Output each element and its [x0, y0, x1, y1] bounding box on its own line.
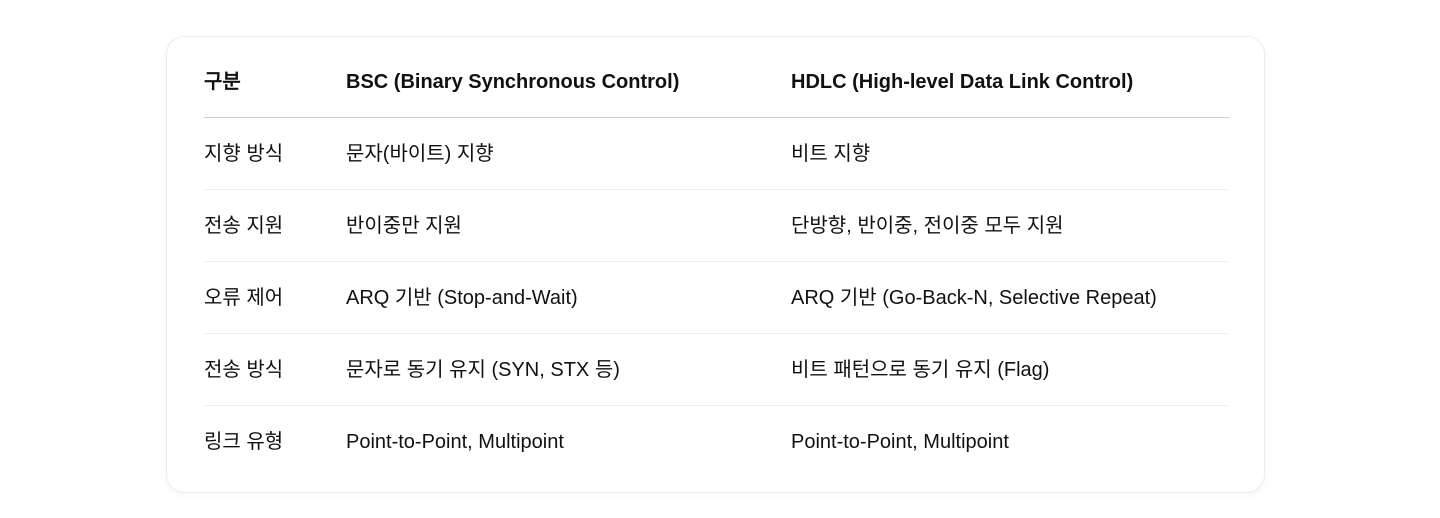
- hdlc-cell: 단방향, 반이중, 전이중 모두 지원: [791, 189, 1229, 262]
- hdlc-cell: ARQ 기반 (Go-Back-N, Selective Repeat): [791, 261, 1229, 334]
- row-label: 전송 방식: [204, 333, 346, 406]
- row-label: 전송 지원: [204, 189, 346, 262]
- table-row: 지향 방식 문자(바이트) 지향 비트 지향: [204, 117, 1229, 190]
- hdlc-cell: 비트 지향: [791, 117, 1229, 190]
- bsc-cell: ARQ 기반 (Stop-and-Wait): [346, 261, 791, 334]
- comparison-table: 구분 BSC (Binary Synchronous Control) HDLC…: [204, 46, 1229, 477]
- row-label: 오류 제어: [204, 261, 346, 334]
- header-category: 구분: [204, 46, 346, 118]
- comparison-table-card: 구분 BSC (Binary Synchronous Control) HDLC…: [166, 36, 1265, 493]
- table-row: 링크 유형 Point-to-Point, Multipoint Point-t…: [204, 406, 1229, 478]
- bsc-cell: 문자(바이트) 지향: [346, 117, 791, 190]
- table-header-row: 구분 BSC (Binary Synchronous Control) HDLC…: [204, 46, 1229, 118]
- header-hdlc: HDLC (High-level Data Link Control): [791, 46, 1229, 118]
- header-bsc: BSC (Binary Synchronous Control): [346, 46, 791, 118]
- bsc-cell: 문자로 동기 유지 (SYN, STX 등): [346, 333, 791, 406]
- table-row: 전송 지원 반이중만 지원 단방향, 반이중, 전이중 모두 지원: [204, 189, 1229, 262]
- row-label: 링크 유형: [204, 430, 284, 453]
- table-row: 오류 제어 ARQ 기반 (Stop-and-Wait) ARQ 기반 (Go-…: [204, 261, 1229, 334]
- row-label: 지향 방식: [204, 117, 346, 190]
- hdlc-cell: 비트 패턴으로 동기 유지 (Flag): [791, 333, 1229, 406]
- table-row: 전송 방식 문자로 동기 유지 (SYN, STX 등) 비트 패턴으로 동기 …: [204, 333, 1229, 406]
- bsc-cell: 반이중만 지원: [346, 189, 791, 262]
- bsc-cell: Point-to-Point, Multipoint: [346, 430, 564, 453]
- hdlc-cell: Point-to-Point, Multipoint: [791, 430, 1009, 453]
